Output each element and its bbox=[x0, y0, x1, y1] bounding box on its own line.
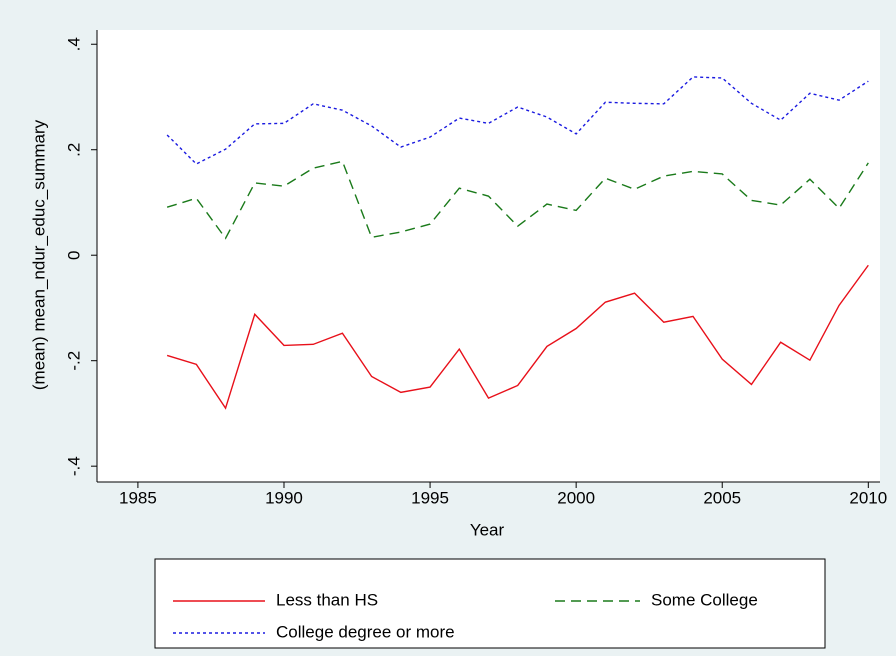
y-tick-label: .4 bbox=[64, 37, 83, 51]
x-tick-label: 2005 bbox=[703, 488, 741, 507]
y-tick-label: .2 bbox=[64, 143, 83, 157]
plot-area bbox=[97, 30, 880, 482]
line-series bbox=[166, 264, 869, 410]
y-tick-label: 0 bbox=[64, 250, 83, 259]
line-series bbox=[166, 76, 869, 165]
x-tick-label: 1990 bbox=[265, 488, 303, 507]
x-tick-label: 2010 bbox=[849, 488, 887, 507]
x-tick-label: 2000 bbox=[557, 488, 595, 507]
y-tick-label: -.4 bbox=[64, 456, 83, 476]
legend-label: College degree or more bbox=[276, 622, 455, 641]
legend-box bbox=[154, 558, 826, 649]
x-tick-label: 1995 bbox=[411, 488, 449, 507]
legend-label: Some College bbox=[651, 590, 758, 609]
y-axis-title: (mean) mean_ndur_educ_summary bbox=[29, 119, 48, 390]
x-axis-title: Year bbox=[470, 520, 505, 539]
x-tick-label: 1985 bbox=[119, 488, 157, 507]
legend-label: Less than HS bbox=[276, 590, 378, 609]
line-series bbox=[166, 160, 869, 240]
y-tick-label: -.2 bbox=[64, 351, 83, 371]
